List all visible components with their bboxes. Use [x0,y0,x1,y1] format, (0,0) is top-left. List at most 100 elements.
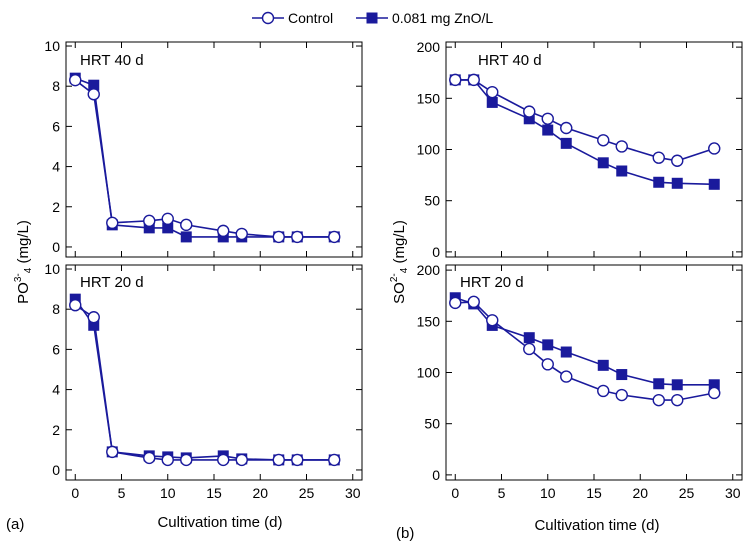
panel-label-a: (a) [6,516,24,533]
data-point-control [541,358,554,371]
data-point-control [449,296,462,310]
data-point-control [272,453,285,467]
series-line-control [74,304,335,461]
y-tick-label: 8 [52,78,60,94]
y-tick-label: 150 [417,313,441,329]
series-line-zno [75,77,335,238]
y-tick-label: 6 [52,118,60,134]
series-layer [449,73,721,190]
data-point-control [87,311,100,324]
data-point-control [217,224,230,238]
data-point-zno [653,378,665,390]
y-tick-label: 10 [44,261,60,277]
plot-frame [445,264,743,481]
ylabel-b-unit: (mg/L) [391,220,408,268]
series-layer [69,72,341,244]
data-point-control [597,384,610,398]
y-tick-label: 2 [52,199,60,215]
ylabel-a-sup: 3- [13,273,24,282]
y-tick-label: 0 [432,467,440,483]
y-tick-label: 8 [52,301,60,317]
y-tick-label: 100 [417,142,441,158]
annotation-hrt-20: HRT 20 d [80,274,144,291]
xlabel-b: Cultivation time (d) [534,517,659,534]
legend-control-marker [261,11,275,25]
data-point-control [449,73,462,87]
data-point-control [161,212,174,226]
data-point-zno [523,332,535,344]
data-point-zno [671,379,683,391]
data-point-zno [653,176,665,188]
annotation-hrt-40: HRT 40 d [80,52,144,69]
data-point-control [486,85,499,99]
data-point-zno [560,137,572,149]
panel-b-top-chart: 0 50 100 150 200 HRT 40 d [417,39,743,260]
panel-a-top-chart: 0 2 4 6 8 10 HRT 40 d [44,38,363,258]
data-point-control [87,88,100,101]
y-tick-label: 0 [52,239,60,255]
data-point-control [486,314,499,327]
y-tick-label: 4 [52,382,60,398]
y-tick-label: 100 [417,365,441,381]
y-tick-label: 50 [424,193,440,209]
annotation-hrt-20: HRT 20 d [460,274,524,291]
data-point-zno [523,113,535,125]
ylabel-b-main: SO [391,282,408,304]
legend: Control 0.081 mg ZnO/L [252,10,493,26]
data-point-zno [542,339,554,351]
data-point-zno [708,178,720,190]
data-point-control [291,453,304,467]
data-point-control [328,230,341,244]
x-tick-label: 30 [725,485,741,501]
data-point-zno [162,222,174,234]
y-tick-label: 4 [52,159,60,175]
x-tick-label: 5 [118,485,126,501]
y-tick-label: 150 [417,90,441,106]
x-tick-label: 5 [498,485,506,501]
data-point-control [523,342,536,356]
data-point-control [143,214,156,228]
data-point-control [272,230,285,244]
data-point-control [652,393,665,407]
axis-ticks: 0 2 4 6 8 10 0 5 10 15 20 25 30 [44,261,362,501]
y-tick-label: 2 [52,422,60,438]
data-point-control [652,151,665,164]
annotation-hrt-40: HRT 40 d [478,52,542,69]
data-point-control [671,154,684,167]
data-point-control [467,73,480,87]
data-point-control [106,216,119,230]
legend-zno-label: 0.081 mg ZnO/L [392,10,493,26]
x-tick-label: 0 [451,485,459,501]
data-point-zno [597,359,609,371]
data-point-zno [486,96,498,108]
ylabel-b: SO2-4 (mg/L) [389,220,410,304]
series-line-control [74,79,335,238]
series-layer [449,292,721,407]
data-point-zno [616,369,628,381]
series-layer [69,293,341,467]
panel-label-b: (b) [396,525,414,542]
axis-ticks: 0 2 4 6 8 10 [44,38,362,257]
x-tick-label: 20 [632,485,648,501]
legend-zno-marker [366,12,378,24]
data-point-control [106,445,119,459]
data-point-control [523,105,536,118]
ylabel-a-unit: (mg/L) [15,220,32,268]
y-tick-label: 200 [417,262,441,278]
axis-ticks: 0 50 100 150 200 0 5 10 15 20 25 30 [417,262,742,501]
y-tick-label: 6 [52,341,60,357]
data-point-control [161,453,174,467]
xlabel-a: Cultivation time (d) [157,514,282,531]
data-point-control [560,121,573,135]
y-tick-label: 200 [417,39,441,55]
ylabel-b-sub: 4 [399,267,410,273]
data-point-control [180,453,193,467]
x-tick-label: 25 [679,485,695,501]
data-point-control [597,134,610,147]
data-point-control [615,140,628,153]
data-point-zno [542,124,554,136]
data-point-control [235,227,248,241]
data-point-zno [88,79,100,91]
data-point-control [708,142,721,155]
